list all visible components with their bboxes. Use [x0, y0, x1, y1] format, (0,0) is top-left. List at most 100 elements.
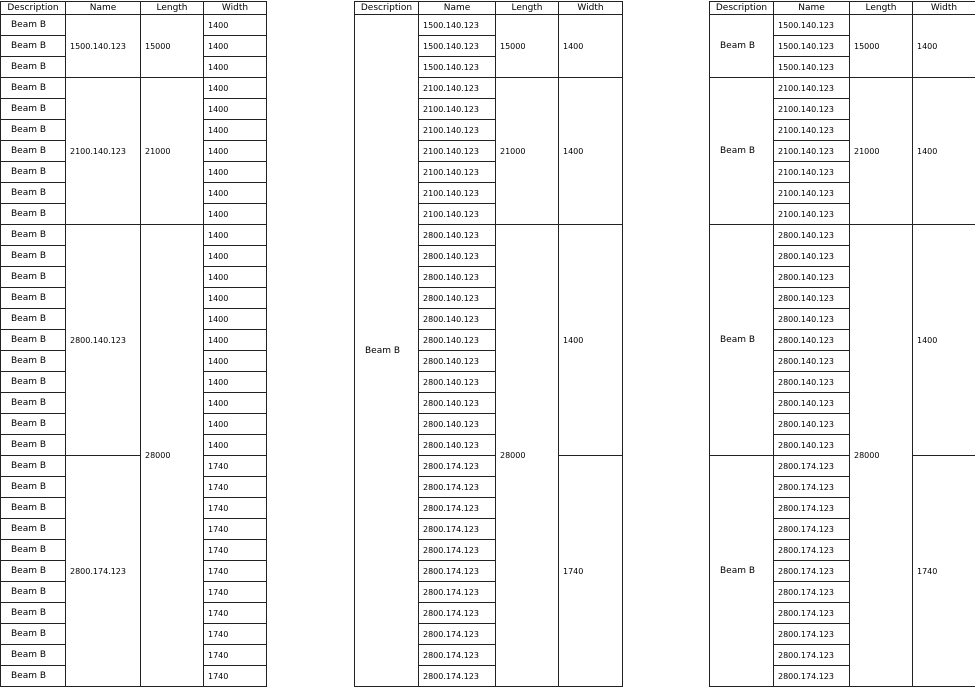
column-header: Name [65, 1, 141, 15]
description-cell: Beam B [0, 497, 66, 519]
name-cell: 2800.174.123 [418, 623, 496, 645]
column-header: Description [709, 1, 774, 15]
name-cell: 2800.174.123 [773, 539, 850, 561]
description-cell: Beam B [0, 266, 66, 288]
name-cell: 2100.140.123 [418, 182, 496, 204]
data-row: Beam B 1400 [0, 434, 267, 456]
column-header: Length [495, 1, 559, 15]
name-cell: 2100.140.123 [418, 77, 496, 99]
description-cell: Beam B [0, 455, 66, 477]
header-row: Description Name Length Width [709, 1, 975, 15]
name-cell: 1500.140.123 [418, 35, 496, 57]
width-cell: 1740 [203, 644, 267, 666]
name-cell: 2800.140.123 [773, 308, 850, 330]
description-cell: Beam B [0, 329, 66, 351]
data-row: Beam B 1400 [0, 371, 267, 393]
width-cell: 1400 [203, 35, 267, 57]
name-cell: 2800.174.123 [773, 623, 850, 645]
width-cell: 1400 [203, 203, 267, 225]
width-cell: 1740 [558, 455, 623, 687]
width-cell: 1740 [203, 602, 267, 624]
name-cell: 2800.174.123 [773, 602, 850, 624]
column-header: Name [773, 1, 850, 15]
name-cell: 1500.140.123 [773, 56, 850, 78]
width-cell: 1400 [203, 140, 267, 162]
name-cell: 2800.174.123 [418, 602, 496, 624]
name-cell: 2100.140.123 [418, 203, 496, 225]
name-cell: 2800.140.123 [418, 371, 496, 393]
name-cell: 2800.140.123 [418, 329, 496, 351]
width-cell: 1400 [203, 329, 267, 351]
data-row: Beam B 1500.140.123 15000 1400 [709, 14, 975, 78]
column-header: Length [140, 1, 204, 15]
data-row: Beam B 1400 [0, 161, 267, 183]
description-cell: Beam B [0, 665, 66, 687]
width-cell: 1400 [912, 224, 975, 456]
name-cell: 2100.140.123 [418, 161, 496, 183]
width-cell: 1400 [203, 56, 267, 78]
description-cell: Beam B [709, 455, 774, 687]
width-cell: 1400 [912, 77, 975, 225]
description-cell: Beam B [0, 56, 66, 78]
width-cell: 1400 [203, 98, 267, 120]
name-cell: 2800.174.123 [65, 455, 141, 687]
name-cell: 2100.140.123 [418, 140, 496, 162]
width-cell: 1740 [203, 623, 267, 645]
name-cell: 2800.140.123 [418, 287, 496, 309]
width-cell: 1740 [203, 560, 267, 582]
data-row: Beam B 1740 [0, 581, 267, 603]
name-cell: 2100.140.123 [773, 77, 850, 99]
description-cell: Beam B [0, 98, 66, 120]
description-cell: Beam B [0, 413, 66, 435]
length-cell: 21000 [849, 77, 913, 225]
name-cell: 2800.140.123 [773, 245, 850, 267]
description-cell: Beam B [0, 518, 66, 540]
header-row: Description Name Length Width [0, 1, 267, 15]
length-cell: 28000 [495, 224, 559, 687]
name-cell: 1500.140.123 [773, 14, 850, 36]
data-row: Beam B 1740 [0, 497, 267, 519]
data-row: Beam B 1400 [0, 56, 267, 78]
width-cell: 1400 [203, 224, 267, 246]
name-cell: 2100.140.123 [773, 119, 850, 141]
name-cell: 2800.140.123 [418, 413, 496, 435]
name-cell: 2800.174.123 [418, 560, 496, 582]
name-cell: 1500.140.123 [773, 35, 850, 57]
description-cell: Beam B [0, 308, 66, 330]
data-row: Beam B 1740 [0, 476, 267, 498]
name-cell: 2800.140.123 [773, 413, 850, 435]
name-cell: 2100.140.123 [773, 140, 850, 162]
data-row: Beam B 1400 [0, 392, 267, 414]
description-cell: Beam B [0, 161, 66, 183]
width-cell: 1400 [203, 14, 267, 36]
name-cell: 2800.140.123 [418, 266, 496, 288]
name-cell: 2800.140.123 [418, 392, 496, 414]
description-cell: Beam B [0, 392, 66, 414]
name-cell: 2800.140.123 [418, 245, 496, 267]
width-cell: 1400 [558, 14, 623, 78]
name-cell: 2800.140.123 [418, 224, 496, 246]
name-cell: 2800.174.123 [418, 644, 496, 666]
description-cell: Beam B [709, 224, 774, 456]
name-cell: 2800.174.123 [773, 497, 850, 519]
description-cell: Beam B [709, 14, 774, 78]
data-table: Description Name Length Width Beam B 1500.140… [0, 1, 267, 687]
data-row: Beam B 2800.174.123 1740 [709, 455, 975, 687]
width-cell: 1400 [912, 14, 975, 78]
data-row: Beam B 1740 [0, 560, 267, 582]
description-cell: Beam B [0, 539, 66, 561]
width-cell: 1400 [203, 182, 267, 204]
name-cell: 1500.140.123 [418, 56, 496, 78]
data-row: Beam B 1400 [0, 287, 267, 309]
name-cell: 2800.140.123 [418, 434, 496, 456]
name-cell: 2800.174.123 [773, 581, 850, 603]
width-cell: 1740 [203, 476, 267, 498]
name-cell: 2800.140.123 [773, 392, 850, 414]
name-cell: 2800.174.123 [773, 644, 850, 666]
width-cell: 1740 [912, 455, 975, 687]
data-row: Beam B 1400 [0, 308, 267, 330]
data-table: Description Name Length Width Beam B 1500.140… [354, 1, 623, 687]
length-cell: 21000 [495, 77, 559, 225]
name-cell: 2800.174.123 [418, 665, 496, 687]
